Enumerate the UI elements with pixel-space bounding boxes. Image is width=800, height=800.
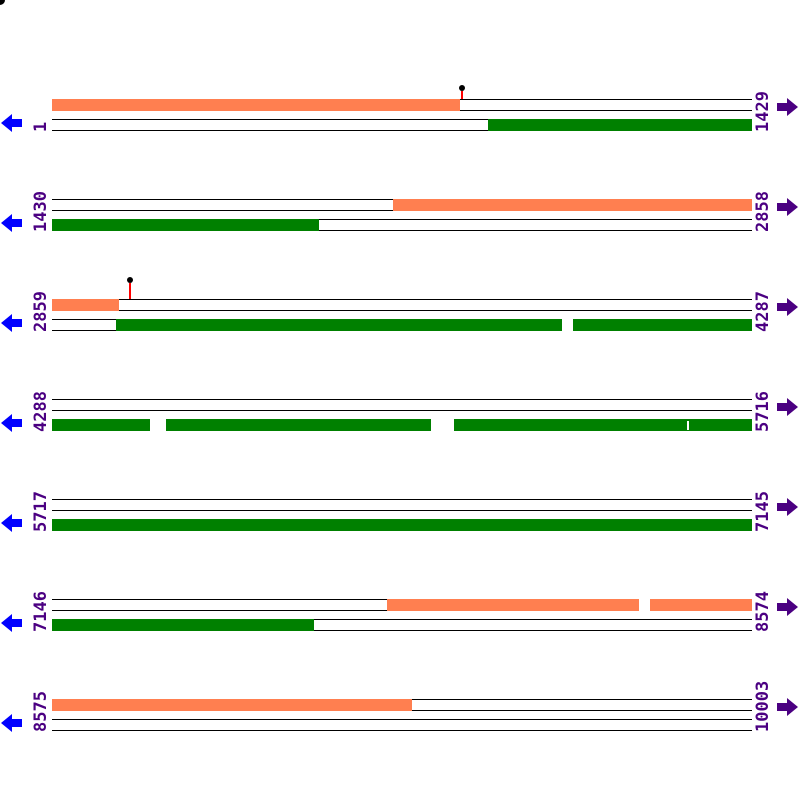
scroll-right-button[interactable] bbox=[777, 398, 798, 416]
row-end-coordinate: 8574 bbox=[753, 591, 773, 632]
left-arrow-icon bbox=[1, 314, 22, 332]
reverse-strand-feature[interactable] bbox=[52, 519, 752, 531]
sequence-row: 8575 10003 bbox=[0, 681, 800, 739]
sequence-row: 2859 4287 bbox=[0, 277, 800, 339]
sequence-row: 5717 7145 bbox=[0, 491, 800, 539]
right-arrow-icon bbox=[777, 198, 798, 216]
strand-line bbox=[52, 130, 752, 131]
strand-line bbox=[52, 630, 752, 631]
forward-strand-feature[interactable] bbox=[52, 299, 119, 311]
reverse-strand-feature[interactable] bbox=[52, 419, 752, 431]
strand-line bbox=[52, 119, 752, 120]
left-arrow-icon bbox=[1, 514, 22, 532]
scroll-left-button[interactable] bbox=[1, 414, 22, 432]
strand-line bbox=[52, 499, 752, 500]
forward-strand-feature[interactable] bbox=[52, 699, 412, 711]
sequence-row: 7146 8574 bbox=[0, 591, 800, 639]
right-arrow-icon bbox=[777, 98, 798, 116]
forward-strand-feature[interactable] bbox=[393, 199, 752, 211]
strand-line bbox=[52, 399, 752, 400]
right-arrow-icon bbox=[777, 298, 798, 316]
left-arrow-icon bbox=[1, 414, 22, 432]
row-start-coordinate: 1 bbox=[31, 121, 51, 132]
feature-gap bbox=[150, 419, 166, 431]
left-arrow-icon bbox=[1, 214, 22, 232]
sequence-row: 4288 5716 bbox=[0, 391, 800, 439]
row-start-coordinate: 4288 bbox=[31, 391, 51, 432]
scroll-right-button[interactable] bbox=[777, 698, 798, 716]
scroll-right-button[interactable] bbox=[777, 498, 798, 516]
row-start-coordinate: 5717 bbox=[31, 491, 51, 532]
forward-strand-feature[interactable] bbox=[52, 99, 460, 111]
left-arrow-icon bbox=[1, 114, 22, 132]
feature-gap bbox=[562, 319, 573, 331]
strand-line bbox=[52, 719, 752, 720]
feature-slit bbox=[687, 421, 689, 430]
marker-stem bbox=[461, 91, 463, 99]
point-marker-icon[interactable] bbox=[459, 85, 465, 91]
strand-line bbox=[52, 510, 752, 511]
scroll-right-button[interactable] bbox=[777, 298, 798, 316]
strand-line bbox=[52, 310, 752, 311]
feature-gap bbox=[639, 599, 650, 611]
row-end-coordinate: 7145 bbox=[753, 491, 773, 532]
right-arrow-icon bbox=[777, 598, 798, 616]
marker-stem bbox=[129, 283, 131, 299]
row-end-coordinate: 5716 bbox=[753, 391, 773, 432]
left-arrow-icon bbox=[1, 714, 22, 732]
reverse-strand-feature[interactable] bbox=[52, 219, 319, 231]
reverse-strand-feature[interactable] bbox=[488, 119, 752, 131]
scroll-left-button[interactable] bbox=[1, 614, 22, 632]
row-start-coordinate: 2859 bbox=[31, 291, 51, 332]
right-arrow-icon bbox=[777, 498, 798, 516]
sequence-row: 1430 2858 bbox=[0, 191, 800, 239]
feature-gap bbox=[431, 419, 454, 431]
forward-strand-feature[interactable] bbox=[387, 599, 752, 611]
row-end-coordinate: 10003 bbox=[753, 680, 773, 732]
strand-line bbox=[52, 619, 752, 620]
reverse-strand-feature[interactable] bbox=[52, 619, 314, 631]
scroll-right-button[interactable] bbox=[777, 98, 798, 116]
corner-dot-icon bbox=[0, 0, 5, 5]
row-end-coordinate: 1429 bbox=[753, 91, 773, 132]
right-arrow-icon bbox=[777, 698, 798, 716]
scroll-left-button[interactable] bbox=[1, 314, 22, 332]
row-end-coordinate: 4287 bbox=[753, 291, 773, 332]
sequence-row: 1 1429 bbox=[0, 85, 800, 139]
left-arrow-icon bbox=[1, 614, 22, 632]
strand-line bbox=[52, 410, 752, 411]
reverse-strand-feature[interactable] bbox=[116, 319, 752, 331]
strand-line bbox=[52, 730, 752, 731]
point-marker-icon[interactable] bbox=[127, 277, 133, 283]
right-arrow-icon bbox=[777, 398, 798, 416]
row-start-coordinate: 1430 bbox=[31, 191, 51, 232]
scroll-right-button[interactable] bbox=[777, 598, 798, 616]
row-start-coordinate: 7146 bbox=[31, 591, 51, 632]
strand-line bbox=[52, 230, 752, 231]
scroll-left-button[interactable] bbox=[1, 214, 22, 232]
strand-line bbox=[52, 219, 752, 220]
scroll-left-button[interactable] bbox=[1, 514, 22, 532]
scroll-left-button[interactable] bbox=[1, 714, 22, 732]
row-start-coordinate: 8575 bbox=[31, 691, 51, 732]
scroll-right-button[interactable] bbox=[777, 198, 798, 216]
strand-line bbox=[52, 299, 752, 300]
scroll-left-button[interactable] bbox=[1, 114, 22, 132]
row-end-coordinate: 2858 bbox=[753, 191, 773, 232]
